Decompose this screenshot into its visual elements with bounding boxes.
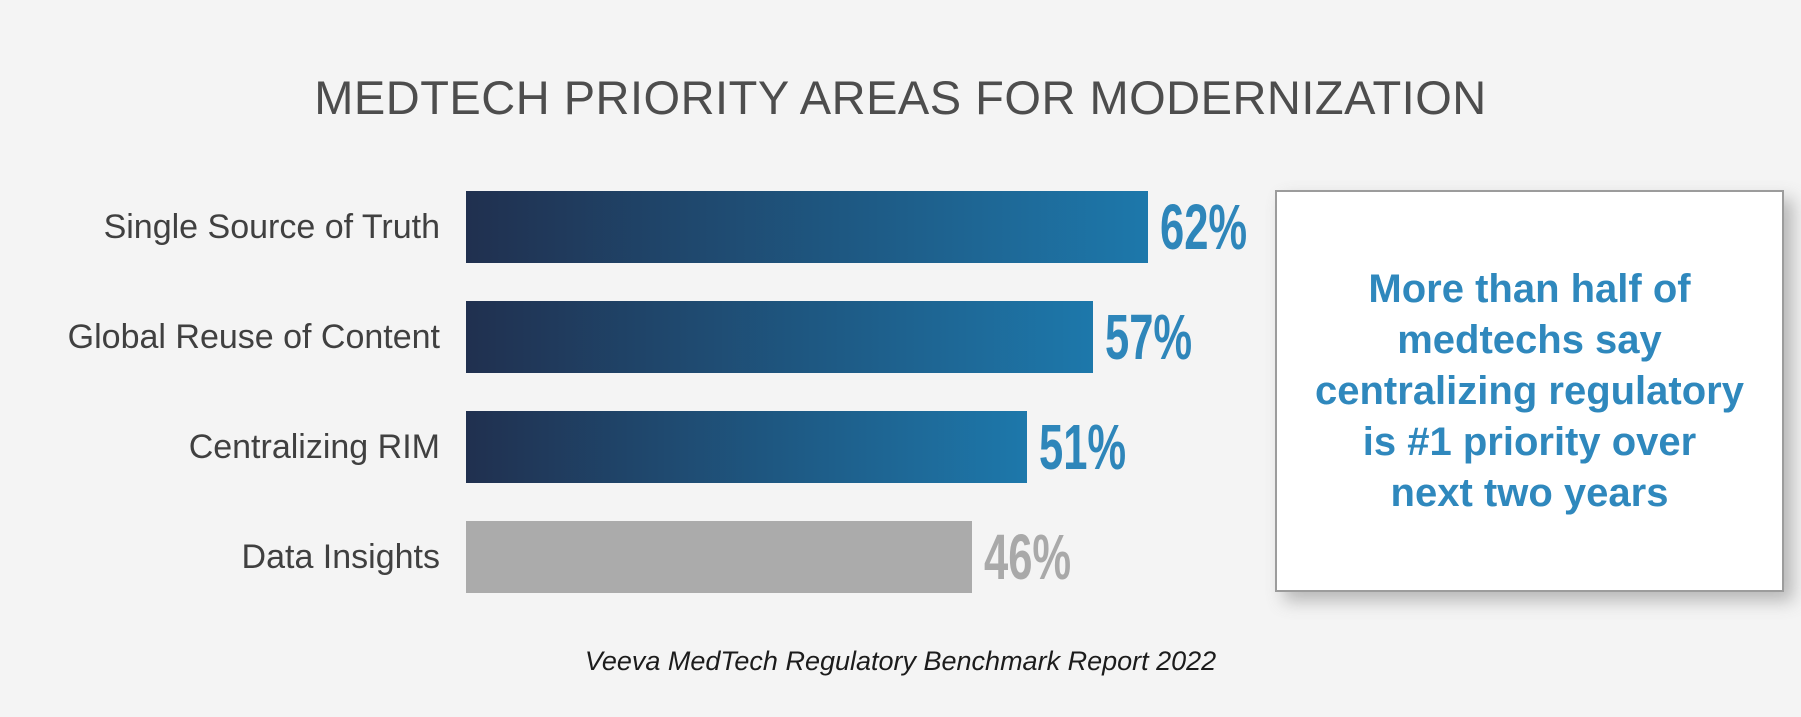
bar-label: Data Insights [241, 537, 440, 576]
callout-box: More than half of medtechs say centraliz… [1275, 190, 1784, 592]
bar-row-centralizing-rim: Centralizing RIM 51% [24, 411, 1288, 483]
bar-row-single-source-of-truth: Single Source of Truth 62% [24, 191, 1288, 263]
bar-value-label: 62% [1160, 191, 1248, 263]
bar-value-label: 46% [984, 521, 1072, 593]
bar-global-reuse-of-content [466, 301, 1093, 373]
chart-title: MEDTECH PRIORITY AREAS FOR MODERNIZATION [314, 71, 1487, 124]
bar-data-insights [466, 521, 972, 593]
source-attribution: Veeva MedTech Regulatory Benchmark Repor… [584, 646, 1217, 676]
bar-chart: Single Source of Truth 62% Global Reuse … [24, 191, 1288, 631]
bar-centralizing-rim [466, 411, 1027, 483]
bar-value-label: 51% [1039, 411, 1127, 483]
bar-label: Centralizing RIM [188, 427, 440, 466]
bar-label: Single Source of Truth [103, 207, 440, 246]
bar-single-source-of-truth [466, 191, 1148, 263]
bar-row-data-insights: Data Insights 46% [24, 521, 1288, 593]
callout-text: More than half of medtechs say centraliz… [1315, 266, 1744, 515]
bar-value-label: 57% [1105, 301, 1193, 373]
bar-row-global-reuse-of-content: Global Reuse of Content 57% [24, 301, 1288, 373]
bar-label: Global Reuse of Content [67, 317, 440, 356]
